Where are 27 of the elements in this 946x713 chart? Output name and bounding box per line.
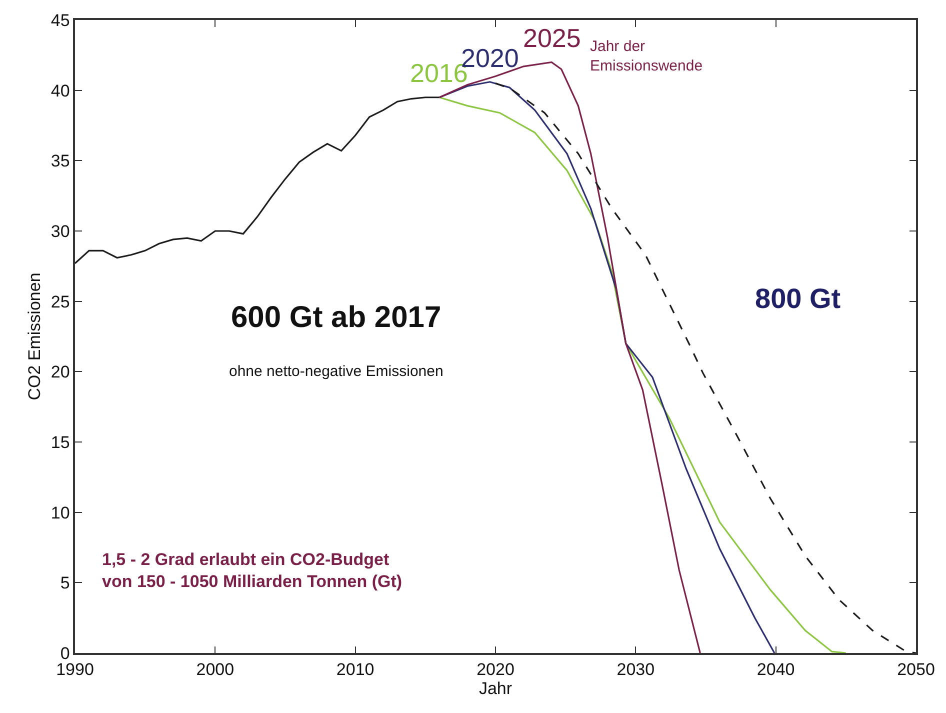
y-tick-label: 5 xyxy=(60,574,70,593)
x-tick-label: 2000 xyxy=(196,660,234,680)
annotation: 600 Gt ab 2017 xyxy=(231,301,442,334)
y-tick-label: 10 xyxy=(50,503,70,522)
x-tick-label: 2040 xyxy=(756,660,795,680)
y-tick-label: 45 xyxy=(50,10,70,30)
y-axis-title: CO2 Emissionen xyxy=(24,272,44,400)
x-tick-label: 2020 xyxy=(476,660,514,680)
y-tick-label: 15 xyxy=(50,432,70,452)
line-series xyxy=(494,82,916,653)
y-tick-label: 40 xyxy=(50,81,70,100)
y-tick-label: 35 xyxy=(50,152,70,171)
line-series xyxy=(75,96,440,264)
annotation: Jahr der Emissionswende xyxy=(590,38,703,74)
x-tick-label: 1990 xyxy=(56,660,94,680)
y-tick-label: 30 xyxy=(50,222,70,241)
x-tick-label: 2010 xyxy=(336,660,374,680)
x-tick-label: 2050 xyxy=(897,660,935,680)
y-tick-label: 20 xyxy=(50,362,70,382)
annotation: ohne netto-negative Emissionen xyxy=(229,363,444,380)
y-tick-label: 0 xyxy=(60,644,70,663)
annotation: 800 Gt xyxy=(755,283,841,314)
x-axis-title: Jahr xyxy=(478,679,512,698)
x-tick-label: 2030 xyxy=(616,660,655,680)
series-label: 2025 xyxy=(523,23,581,53)
annotation: 1,5 - 2 Grad erlaubt ein CO2-Budget von 150 - 1050 Milliarden Tonnen (Gt) xyxy=(102,550,402,592)
y-tick-label: 25 xyxy=(50,292,70,312)
